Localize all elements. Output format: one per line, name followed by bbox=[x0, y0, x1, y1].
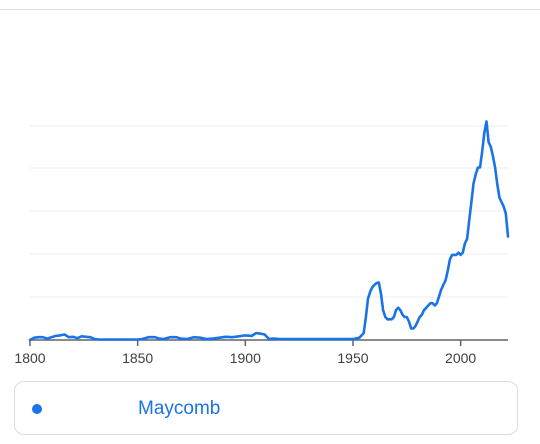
x-tick-label-1850: 1850 bbox=[122, 350, 153, 366]
legend-series-marker bbox=[32, 404, 42, 414]
series-line-maycomb[interactable] bbox=[28, 120, 510, 342]
x-tick-labels: 1800 1850 1900 1950 2000 bbox=[14, 350, 476, 366]
legend-series-label[interactable]: Maycomb bbox=[138, 398, 221, 419]
legend[interactable]: Maycomb bbox=[14, 381, 518, 435]
x-tick-label-1900: 1900 bbox=[230, 350, 261, 366]
gridlines bbox=[30, 125, 508, 298]
top-divider bbox=[0, 9, 540, 10]
x-tick-label-1800: 1800 bbox=[14, 350, 45, 366]
x-ticks bbox=[29, 340, 462, 346]
line-chart: 1800 1850 1900 1950 2000 bbox=[14, 120, 510, 366]
x-tick-label-2000: 2000 bbox=[445, 350, 476, 366]
series-group bbox=[28, 120, 510, 342]
x-tick-label-1950: 1950 bbox=[337, 350, 368, 366]
